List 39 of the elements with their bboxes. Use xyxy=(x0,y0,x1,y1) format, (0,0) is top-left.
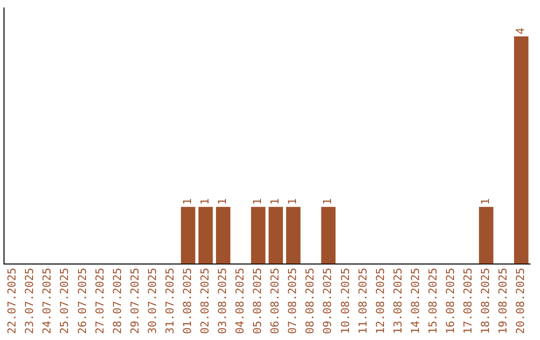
x-tick-label: 19.08.2025 xyxy=(496,268,510,334)
x-tick-label: 08.08.2025 xyxy=(304,268,317,334)
x-tick-label: 28.07.2025 xyxy=(110,268,124,334)
x-tick-label: 29.07.2025 xyxy=(128,268,142,334)
x-tick-label: 13.08.2025 xyxy=(391,268,404,334)
x-tick-label: 12.08.2025 xyxy=(374,268,387,334)
data-label: 1 xyxy=(216,198,230,205)
x-tick-label: 17.08.2025 xyxy=(461,268,474,334)
x-tick-label: 20.08.2025 xyxy=(514,268,528,334)
x-tick-label: 05.08.2025 xyxy=(251,268,264,334)
x-tick-label: 10.08.2025 xyxy=(338,268,352,334)
x-tick-label: 15.08.2025 xyxy=(426,268,440,334)
data-label: 1 xyxy=(251,198,264,205)
x-tick-label: 27.07.2025 xyxy=(93,268,106,334)
data-label: 1 xyxy=(286,198,300,205)
x-tick-label: 14.08.2025 xyxy=(408,268,422,334)
x-tick-label: 16.08.2025 xyxy=(444,268,457,334)
x-tick-label: 11.08.2025 xyxy=(356,268,370,334)
x-tick-label: 06.08.2025 xyxy=(268,268,282,334)
data-label: 1 xyxy=(268,198,282,205)
x-tick-label: 30.07.2025 xyxy=(146,268,159,334)
x-tick-label: 31.07.2025 xyxy=(163,268,176,334)
data-label: 4 xyxy=(514,27,528,34)
x-tick-label: 26.07.2025 xyxy=(76,268,89,334)
data-label: 1 xyxy=(479,198,492,205)
x-tick-label: 25.07.2025 xyxy=(58,268,72,334)
data-label: 1 xyxy=(180,198,194,205)
x-tick-label: 03.08.2025 xyxy=(216,268,230,334)
x-tick-label: 23.07.2025 xyxy=(23,268,36,334)
data-label: 1 xyxy=(321,198,334,205)
x-tick-label: 04.08.2025 xyxy=(234,268,247,334)
x-tick-label: 09.08.2025 xyxy=(321,268,334,334)
x-tick-label: 22.07.2025 xyxy=(6,268,19,334)
x-tick-label: 07.08.2025 xyxy=(286,268,300,334)
data-label: 1 xyxy=(198,198,212,205)
x-tick-label: 01.08.2025 xyxy=(180,268,194,334)
x-tick-label: 02.08.2025 xyxy=(198,268,212,334)
x-tick-label: 24.07.2025 xyxy=(40,268,54,334)
x-tick-label: 18.08.2025 xyxy=(479,268,492,334)
